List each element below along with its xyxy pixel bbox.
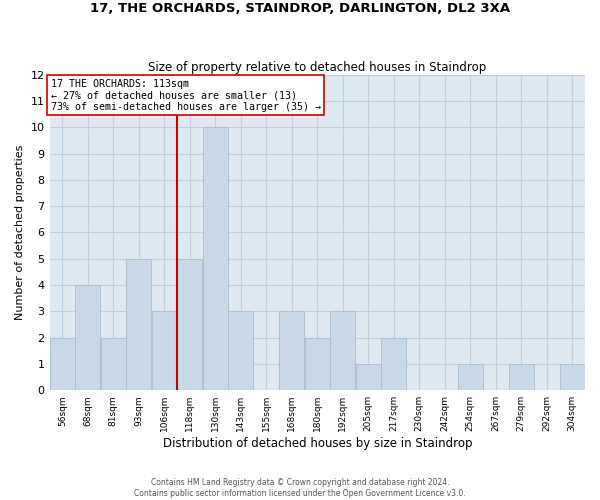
Text: 17, THE ORCHARDS, STAINDROP, DARLINGTON, DL2 3XA: 17, THE ORCHARDS, STAINDROP, DARLINGTON,… [90,2,510,16]
Bar [279,312,304,390]
Bar [177,258,202,390]
Bar [458,364,483,390]
Bar [356,364,381,390]
Bar [330,312,355,390]
Bar [305,338,330,390]
Bar [152,312,177,390]
Bar [560,364,585,390]
Bar [203,128,228,390]
Bar [381,338,406,390]
Bar [50,338,75,390]
Bar [75,285,100,390]
Text: Contains HM Land Registry data © Crown copyright and database right 2024.
Contai: Contains HM Land Registry data © Crown c… [134,478,466,498]
Bar [126,258,151,390]
X-axis label: Distribution of detached houses by size in Staindrop: Distribution of detached houses by size … [163,437,472,450]
Title: Size of property relative to detached houses in Staindrop: Size of property relative to detached ho… [148,60,487,74]
Y-axis label: Number of detached properties: Number of detached properties [15,145,25,320]
Bar [101,338,126,390]
Text: 17 THE ORCHARDS: 113sqm
← 27% of detached houses are smaller (13)
73% of semi-de: 17 THE ORCHARDS: 113sqm ← 27% of detache… [51,78,321,112]
Bar [228,312,253,390]
Bar [509,364,534,390]
